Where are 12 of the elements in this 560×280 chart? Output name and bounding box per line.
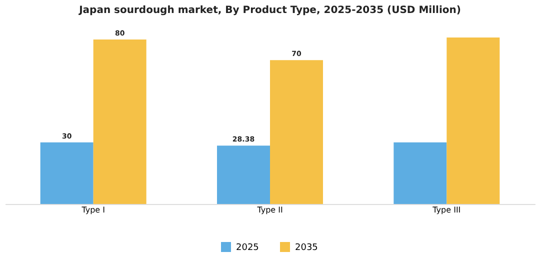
bar bbox=[40, 142, 94, 204]
bar bbox=[217, 146, 270, 204]
bar bbox=[394, 142, 447, 204]
x-tick-label: Type III bbox=[432, 206, 461, 214]
bar bbox=[446, 38, 500, 204]
x-tick-label: Type I bbox=[80, 206, 105, 214]
legend-label: 2035 bbox=[295, 243, 318, 253]
chart-title: Japan sourdough market, By Product Type, 2025-2035 (USD Million) bbox=[78, 5, 461, 16]
x-tick-label: Type II bbox=[256, 206, 283, 214]
legend-label: 2025 bbox=[236, 243, 259, 253]
bar bbox=[93, 40, 146, 204]
bar bbox=[270, 60, 323, 204]
